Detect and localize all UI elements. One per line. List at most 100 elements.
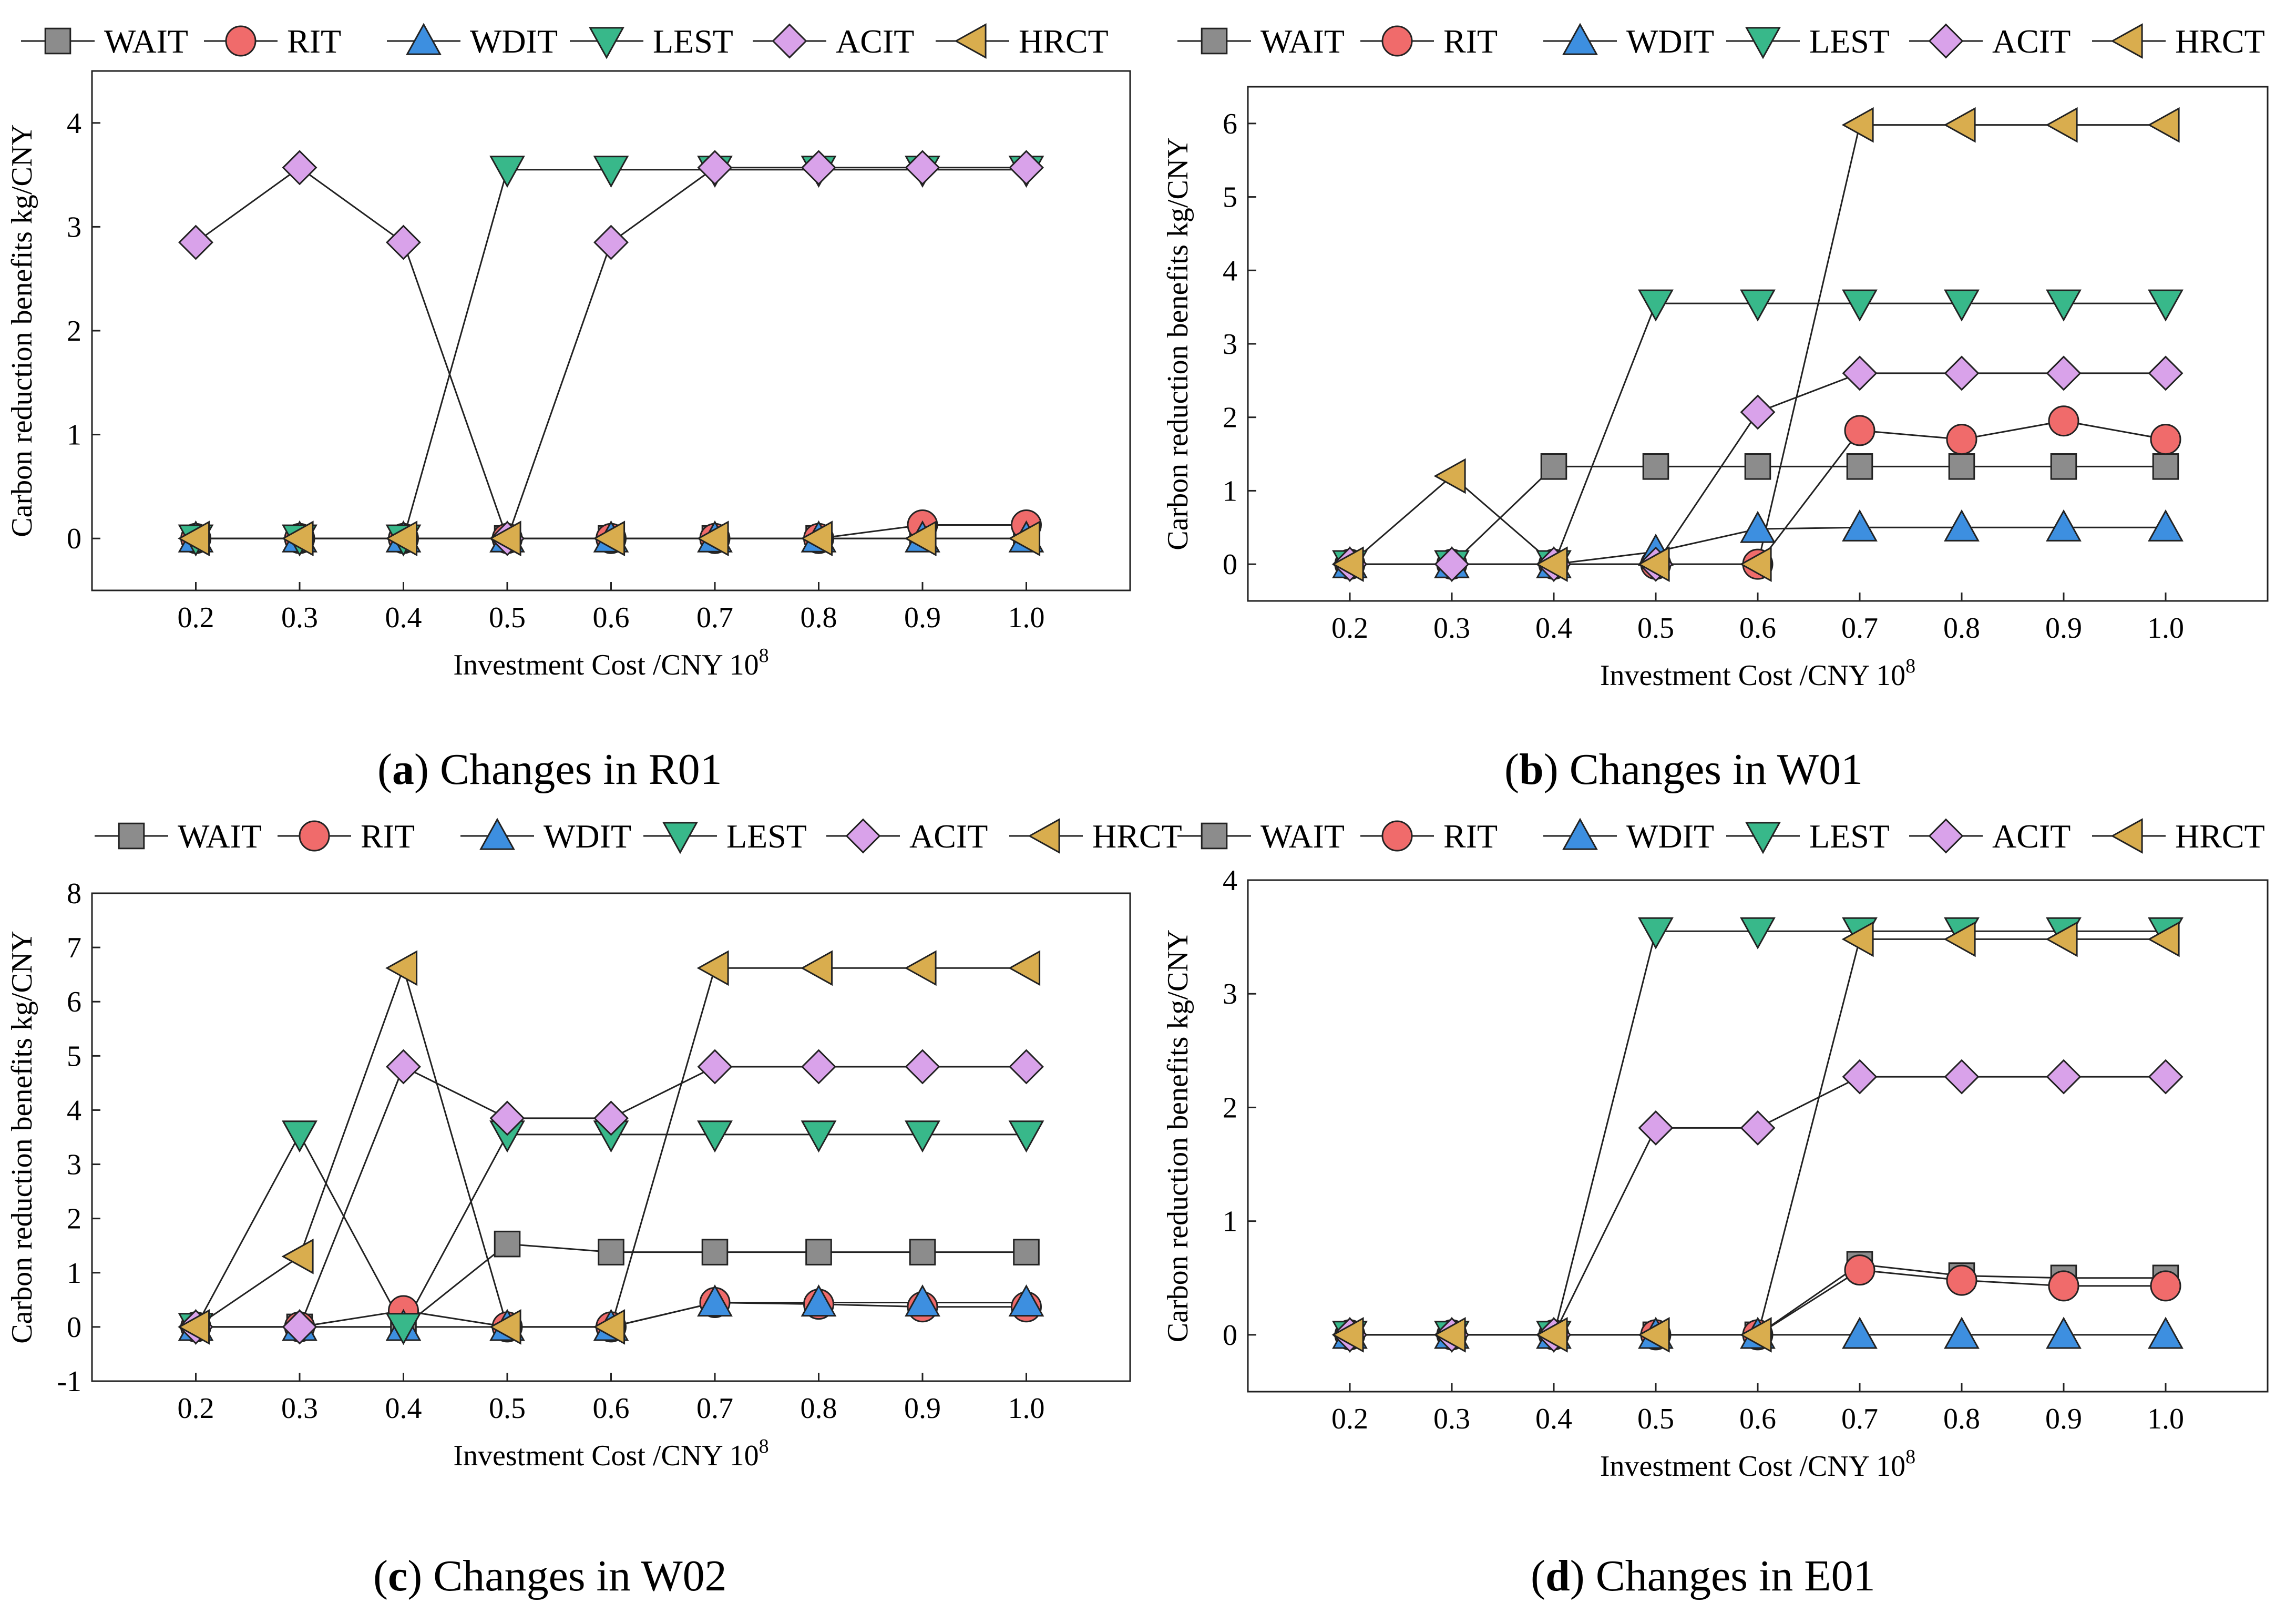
data-point-lest (593, 156, 629, 188)
data-point-lest (905, 1120, 940, 1153)
data-point-wait (2152, 453, 2179, 480)
data-point-hrct (178, 1309, 210, 1345)
data-point-acit (282, 150, 317, 186)
data-point-hrct (1008, 520, 1041, 557)
data-point-acit (1434, 546, 1470, 582)
legend: WAIT RIT WDIT LEST ACIT HRCT (1177, 818, 2265, 855)
x-tick-label: 0.3 (1433, 612, 1470, 645)
y-tick-label: 6 (67, 986, 81, 1018)
data-point-acit (1740, 394, 1776, 430)
data-point-hrct (281, 520, 314, 557)
y-tick-label: 1 (1223, 475, 1237, 507)
data-point-wait (1540, 453, 1567, 480)
data-point-lest (1008, 1120, 1044, 1153)
data-point-lest (1842, 289, 1878, 322)
data-point-acit (2046, 355, 2082, 391)
caption-title: Changes in W02 (433, 1551, 727, 1600)
legend-item-wdit: WDIT (387, 23, 558, 60)
data-point-hrct (1637, 546, 1670, 583)
data-point-hrct (385, 950, 418, 986)
data-point-wait (598, 1239, 624, 1265)
data-point-acit (2148, 355, 2184, 391)
legend-label-lest: LEST (726, 818, 807, 855)
data-point-hrct (593, 520, 626, 557)
legend-item-acit: ACIT (1909, 818, 2070, 855)
data-point-wdit (697, 1284, 733, 1317)
caption-r01: (a) Changes in R01 (377, 745, 722, 794)
legend-item-hrct: HRCT (1009, 818, 1182, 855)
x-tick-label: 0.7 (696, 1392, 733, 1425)
legend-marker-rit (225, 25, 257, 57)
x-tick-label: 1.0 (1008, 601, 1045, 634)
data-point-wait (1846, 453, 1873, 480)
data-point-wait (1948, 453, 1975, 480)
data-point-wdit (2148, 1316, 2184, 1349)
legend-label-lest: LEST (1809, 818, 1890, 855)
y-tick-label: 0 (1223, 548, 1237, 581)
data-point-acit (1944, 355, 1980, 391)
legend-label-wdit: WDIT (470, 23, 558, 60)
caption-title: Changes in W01 (1569, 745, 1863, 794)
y-tick-label: 5 (67, 1040, 81, 1073)
legend-item-hrct: HRCT (2092, 818, 2265, 855)
y-tick-label: 3 (1223, 978, 1237, 1010)
data-point-lest (385, 1313, 422, 1345)
legend-label-acit: ACIT (909, 818, 988, 855)
x-tick-label: 1.0 (1008, 1392, 1045, 1425)
y-tick-label: 8 (67, 877, 81, 910)
legend-marker-wdit (1562, 23, 1598, 55)
legend-label-rit: RIT (1443, 23, 1498, 60)
data-point-acit (1842, 355, 1878, 391)
series-points-hrct (178, 950, 1041, 1345)
data-point-lest (2148, 289, 2184, 322)
x-tick-label: 0.6 (1739, 612, 1776, 645)
x-tick-label: 0.4 (385, 1392, 422, 1425)
legend-label-hrct: HRCT (1092, 818, 1182, 855)
legend-item-lest: LEST (570, 23, 733, 60)
x-tick-label: 0.7 (1841, 612, 1878, 645)
data-point-acit (178, 224, 213, 260)
legend-item-wait: WAIT (1177, 23, 1345, 60)
data-point-lest (1944, 289, 1980, 322)
data-point-lest (1638, 917, 1674, 950)
legend-marker-wait (1201, 822, 1228, 850)
y-axis-title: Carbon reduction benefits kg/CNY (6, 124, 38, 537)
y-tick-label: -1 (57, 1365, 81, 1398)
legend-label-wait: WAIT (1260, 818, 1345, 855)
legend-item-lest: LEST (1726, 23, 1890, 60)
x-tick-label: 0.3 (281, 601, 318, 634)
chart-panel-w02: WAIT RIT WDIT LEST ACIT HRCT -1 0 1 2 3 4 5 6 7 8 0.2 0.3… (0, 806, 1182, 1613)
data-point-hrct (801, 950, 833, 986)
data-point-lest (697, 1120, 733, 1153)
legend-marker-rit (1381, 820, 1413, 852)
y-tick-label: 3 (67, 1149, 81, 1181)
y-tick-label: 1 (1223, 1206, 1237, 1238)
legend-marker-hrct (954, 23, 987, 59)
legend-label-acit: ACIT (1992, 818, 2070, 855)
data-point-hrct (489, 520, 521, 557)
legend-label-rit: RIT (287, 23, 341, 60)
data-point-hrct (489, 1309, 521, 1345)
chart-w02-svg: WAIT RIT WDIT LEST ACIT HRCT -1 0 1 2 3 4 5 6 7 8 0.2 0.3… (6, 818, 1182, 1472)
legend-item-acit: ACIT (1909, 23, 2070, 60)
data-point-hrct (593, 1309, 626, 1345)
data-point-hrct (1535, 546, 1568, 583)
x-tick-label: 0.2 (1331, 1403, 1368, 1435)
data-point-acit (801, 1049, 836, 1085)
data-point-acit (386, 224, 421, 260)
data-point-wait (805, 1239, 832, 1265)
data-point-acit (489, 1100, 525, 1136)
series-points-hrct (1331, 921, 2180, 1353)
data-point-lest (801, 1120, 837, 1153)
x-tick-label: 0.6 (593, 601, 630, 634)
data-point-hrct (904, 950, 937, 986)
data-point-lest (2046, 289, 2082, 322)
legend-marker-wdit (406, 23, 442, 55)
data-point-acit (386, 1049, 421, 1085)
x-tick-label: 1.0 (2147, 612, 2184, 645)
x-tick-label: 0.6 (593, 1392, 630, 1425)
legend-item-wdit: WDIT (1543, 23, 1714, 60)
x-tick-label: 0.9 (2045, 612, 2082, 645)
y-tick-label: 1 (67, 419, 81, 452)
data-point-wdit (1842, 509, 1878, 542)
